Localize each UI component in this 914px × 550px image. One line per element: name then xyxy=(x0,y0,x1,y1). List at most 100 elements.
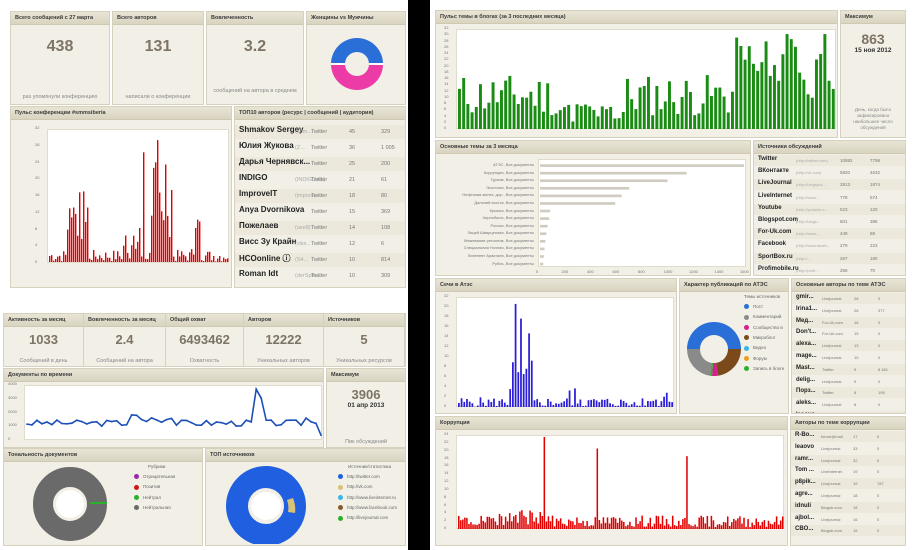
source-name[interactable]: Facebook xyxy=(758,241,787,248)
legend-item-livejournal[interactable]: http://livejournal.com xyxy=(338,515,397,521)
author-name[interactable]: Roman Idt xyxy=(239,269,279,278)
author-name[interactable]: aleks... xyxy=(796,400,817,407)
legend-item-blog-post[interactable]: Запись в блоге xyxy=(744,366,784,372)
author-name[interactable]: CBO... xyxy=(795,526,814,533)
top10-row[interactable]: Юлия Жукова (Z... Twitter 36 1 005 xyxy=(235,141,405,155)
author-name[interactable]: agre... xyxy=(795,491,813,497)
author-name[interactable]: Don't... xyxy=(796,329,817,336)
legend-item-forum[interactable]: Форум xyxy=(744,356,784,361)
legend-item-post[interactable]: Пост xyxy=(744,304,784,310)
legend-item-facebook[interactable]: http://www.facebook.com xyxy=(338,505,397,511)
source-row[interactable]: Blogspot.com (http://blogs... 501 386 xyxy=(754,216,905,227)
legend-item-community[interactable]: Сообщество в xyxy=(744,325,784,330)
legend-item-video[interactable]: Видео xyxy=(744,345,784,351)
blog-pulse-chart[interactable] xyxy=(456,29,836,130)
top10-row[interactable]: Пожелаев (axe8) Twitter 14 108 xyxy=(235,221,405,235)
legend-item-negative[interactable]: Отрицательная xyxy=(134,474,175,480)
author-row[interactable]: R-Bo... forum@mail 17 0 xyxy=(791,431,905,442)
author-row[interactable]: delig... Livejournal 9 0 xyxy=(792,376,905,387)
source-name[interactable]: Twitter xyxy=(758,156,778,162)
author-row[interactable]: agre... Livejournal 18 0 xyxy=(791,490,905,501)
source-row[interactable]: For-Uk.com (http://www... 449 88 xyxy=(754,228,905,240)
tonality-donut[interactable] xyxy=(32,466,108,542)
top10-row[interactable]: INDIGO (INDIGOsib) Twitter 21 61 xyxy=(235,173,405,187)
source-name[interactable]: SportBox.ru xyxy=(758,253,793,260)
author-name[interactable]: alexa... xyxy=(796,341,817,348)
author-name[interactable]: p8pik... xyxy=(795,479,816,486)
author-name[interactable]: HCOonline ⓘ xyxy=(239,254,291,263)
source-row[interactable]: Twitter (http://twitter.com) 10882 7798 xyxy=(754,155,905,166)
source-row[interactable]: LiveInternet (http://www... 778 574 xyxy=(754,192,905,203)
author-row[interactable]: aleks... Livejournal 8 0 xyxy=(792,399,905,410)
legend-item-comment[interactable]: Комментарий xyxy=(744,314,784,320)
author-row[interactable]: idnuli Blogstr.com 18 0 xyxy=(791,501,905,513)
author-row[interactable]: mage... Livejournal 10 0 xyxy=(792,352,905,363)
author-name[interactable]: leaovo xyxy=(796,412,815,413)
source-name[interactable]: Youtube xyxy=(758,204,782,211)
top10-row[interactable]: Shmakov Sergey (shm... Twitter 45 329 xyxy=(235,125,405,139)
legend-item-liveinternet[interactable]: http://www.liveinternet.ru xyxy=(338,495,397,500)
author-row[interactable]: ramr... Livejournal 32 0 xyxy=(791,454,905,466)
top10-row[interactable]: HCOonline ⓘ (S4... Twitter 10 814 xyxy=(235,253,405,267)
author-name[interactable]: ImproveIT xyxy=(239,189,278,198)
legend-item-microblog[interactable]: Микроблог xyxy=(744,335,784,341)
source-name[interactable]: Blogspot.com xyxy=(758,217,798,223)
author-row[interactable]: Irina1... Livejournal 26 377 xyxy=(792,305,905,316)
source-row[interactable]: ВКонтакте (http://vk.com) 5820 4632 xyxy=(754,167,905,178)
author-name[interactable]: Irina1... xyxy=(796,305,818,312)
author-name[interactable]: Shmakov Sergey xyxy=(239,125,304,134)
author-name[interactable]: ajbol... xyxy=(795,514,815,521)
source-name[interactable]: ВКонтакте xyxy=(758,168,789,175)
author-name[interactable]: idnuli xyxy=(795,502,811,509)
author-row[interactable]: Don't... For-Uk.com 15 0 xyxy=(792,328,905,339)
author-name[interactable]: R-Bo... xyxy=(795,432,815,438)
author-row[interactable]: Порз... Twitter 8 195 xyxy=(792,387,905,399)
author-name[interactable]: Мед... xyxy=(796,317,814,324)
source-name[interactable]: Profimobile.ru xyxy=(758,265,799,272)
top10-row[interactable]: Дарья Чернявск... Twitter 25 200 xyxy=(235,157,405,171)
author-row[interactable]: alexa... Livejournal 13 0 xyxy=(792,340,905,352)
top10-row[interactable]: Anya Dvornikova (... Twitter 15 369 xyxy=(235,205,405,219)
source-name[interactable]: LiveInternet xyxy=(758,192,793,199)
author-row[interactable]: Мед... For-Uk.com 16 0 xyxy=(792,316,905,328)
author-name[interactable]: Anya Dvornikova xyxy=(239,205,305,214)
source-row[interactable]: Profimobile.ru (http://profi... 258 70 xyxy=(754,265,905,275)
author-name[interactable]: Порз... xyxy=(796,388,816,395)
author-name[interactable]: Юлия Жукова xyxy=(239,141,294,150)
atec-chart[interactable] xyxy=(456,297,674,407)
docs-time-chart[interactable] xyxy=(24,385,322,440)
author-name[interactable]: ramr... xyxy=(795,455,814,462)
corruption-chart[interactable] xyxy=(456,435,784,529)
source-name[interactable]: LiveJournal xyxy=(758,180,792,187)
source-row[interactable]: Facebook (http://www.faceb... 279 223 xyxy=(754,240,905,251)
legend-item-vk[interactable]: http://vk.com xyxy=(338,484,397,490)
top10-row[interactable]: ImproveIT (improve... Twitter 18 80 xyxy=(235,189,405,203)
author-row[interactable]: Tom ... LiveInternet 19 0 xyxy=(791,466,905,477)
legend-item-neutral2[interactable]: Нейтральная xyxy=(134,505,175,511)
themes-chart[interactable] xyxy=(538,159,746,267)
source-row[interactable]: SportBox.ru (http://... 267 180 xyxy=(754,252,905,264)
top10-row[interactable]: Roman Idt (derSpin... Twitter 10 309 xyxy=(235,269,405,283)
author-name[interactable]: delig... xyxy=(796,376,816,383)
source-row[interactable]: LiveJournal (http://blogspot... 2813 1874 xyxy=(754,179,905,191)
legend-item-twitter[interactable]: http://twitter.com xyxy=(338,474,397,480)
author-name[interactable]: gmir... xyxy=(796,294,814,300)
author-name[interactable]: Пожелаев xyxy=(239,221,279,230)
character-donut[interactable] xyxy=(684,319,744,379)
author-row[interactable]: CBO... Blogstr.com 15 0 xyxy=(791,525,905,537)
author-row[interactable]: leaovoLivejournal80 xyxy=(792,411,905,413)
source-name[interactable]: For-Uk.com xyxy=(758,229,792,236)
top10-row[interactable]: Висс Зу Крайн (viss... Twitter 12 6 xyxy=(235,237,405,251)
gender-donut[interactable] xyxy=(329,36,385,92)
author-row[interactable]: p8pik... Livejournal 19 787 xyxy=(791,478,905,490)
legend-item-neutral[interactable]: Нейтрал xyxy=(134,495,175,500)
conference-pulse-chart[interactable] xyxy=(47,129,229,263)
author-row[interactable]: ajbol... Livejournal 16 0 xyxy=(791,514,905,525)
author-row[interactable]: leaovo Livejournal 33 0 xyxy=(791,443,905,454)
author-name[interactable]: Дарья Чернявск... xyxy=(239,157,311,166)
author-name[interactable]: leaovo xyxy=(795,443,815,450)
author-name[interactable]: Висс Зу Крайн xyxy=(239,237,297,246)
author-row[interactable]: Mast... Twitter 9 8 461 xyxy=(792,363,905,375)
author-name[interactable]: Mast... xyxy=(796,364,815,371)
source-row[interactable]: Youtube (http://youtube.c... 523 120 xyxy=(754,203,905,215)
